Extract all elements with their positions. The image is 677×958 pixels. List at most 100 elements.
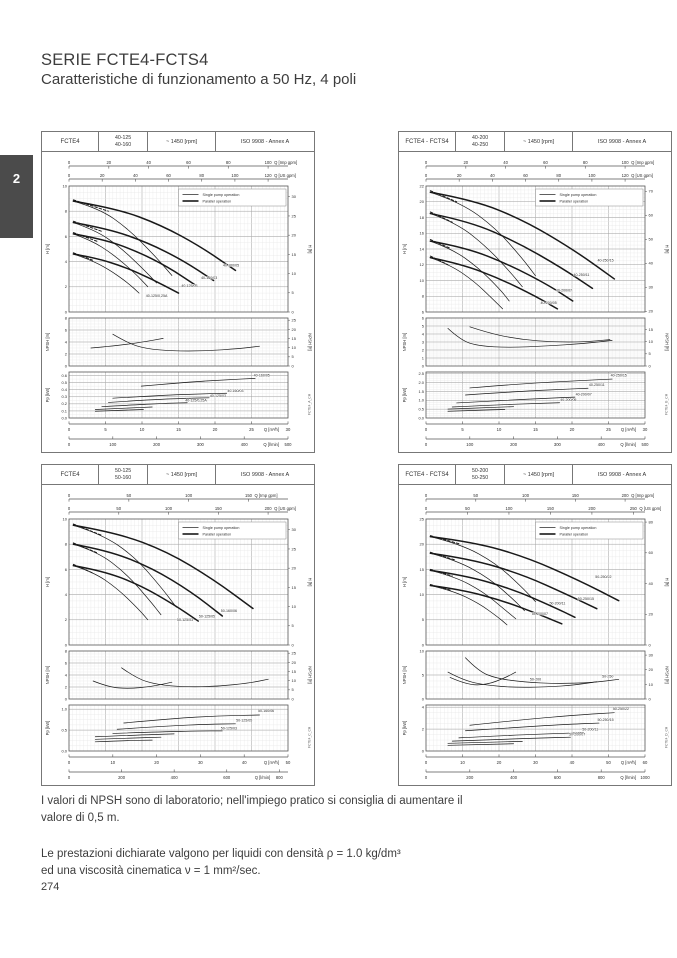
svg-text:20: 20	[649, 309, 654, 314]
panel-body: 0 20 40 60 80 100 Q [Imp gpm] 0 20 40 60 80 100 120 Q …	[398, 152, 672, 453]
svg-text:50-250/15: 50-250/15	[578, 597, 594, 601]
svg-text:15: 15	[292, 336, 297, 341]
svg-text:10: 10	[292, 678, 297, 683]
svg-text:10: 10	[649, 339, 654, 344]
panel-header: FCTE4 - FCTS4 40-200 40-250 ~ 1450 [rpm]…	[398, 131, 672, 152]
svg-text:Q [Imp gpm]: Q [Imp gpm]	[274, 160, 297, 165]
svg-text:80: 80	[649, 519, 654, 524]
panel-body: 0 20 40 60 80 100 Q [Imp gpm] 0 20 40 60 80 100 120 Q …	[41, 152, 315, 453]
svg-text:8: 8	[65, 648, 68, 653]
svg-text:4: 4	[65, 592, 68, 597]
svg-text:20: 20	[292, 566, 297, 571]
section-tab: 2	[0, 155, 33, 238]
svg-text:Q [Imp gpm]: Q [Imp gpm]	[631, 493, 654, 498]
svg-text:50-125/03: 50-125/03	[177, 618, 193, 622]
svg-text:NPSH [m]: NPSH [m]	[45, 333, 50, 352]
svg-text:40-200/07: 40-200/07	[576, 392, 592, 396]
svg-text:150: 150	[215, 506, 223, 511]
svg-text:0.4: 0.4	[61, 387, 67, 392]
svg-text:0: 0	[65, 696, 68, 701]
svg-text:5: 5	[292, 290, 295, 295]
svg-text:6: 6	[65, 234, 68, 239]
svg-text:80: 80	[226, 160, 231, 165]
svg-text:H [m]: H [m]	[45, 244, 50, 254]
svg-text:50: 50	[127, 493, 132, 498]
svg-text:8: 8	[65, 315, 68, 320]
svg-text:10: 10	[63, 183, 68, 188]
svg-text:0: 0	[68, 506, 71, 511]
svg-text:FCTE4_B_CH: FCTE4_B_CH	[665, 393, 669, 415]
svg-text:100: 100	[165, 506, 173, 511]
svg-text:40: 40	[146, 160, 151, 165]
svg-text:H [ft]: H [ft]	[665, 245, 670, 254]
svg-text:100: 100	[185, 493, 193, 498]
svg-text:25: 25	[292, 546, 297, 551]
svg-text:40-160/05: 40-160/05	[223, 264, 239, 268]
svg-text:25: 25	[606, 427, 611, 432]
svg-text:0.2: 0.2	[61, 401, 67, 406]
svg-text:120: 120	[265, 173, 273, 178]
page-title: SERIE FCTE4-FCTS4	[41, 51, 209, 69]
svg-text:100: 100	[109, 442, 117, 447]
performance-chart-svg: 0 20 40 60 80 100 Q [Imp gpm]0 20 40 60 80 100 120 Q …	[402, 160, 670, 447]
svg-text:200: 200	[622, 493, 630, 498]
svg-text:8: 8	[422, 294, 425, 299]
svg-text:4: 4	[65, 339, 68, 344]
svg-text:100: 100	[588, 173, 596, 178]
svg-text:1.0: 1.0	[418, 398, 424, 403]
svg-text:30: 30	[286, 427, 291, 432]
svg-text:2: 2	[65, 617, 68, 622]
panel-header-series: FCTE4 - FCTS4	[399, 465, 457, 484]
svg-text:Parallel operation: Parallel operation	[203, 533, 232, 537]
svg-text:NPSH [ft]: NPSH [ft]	[665, 333, 670, 350]
svg-text:15: 15	[649, 327, 654, 332]
size-top: 40-125	[115, 135, 132, 142]
svg-text:15: 15	[292, 585, 297, 590]
svg-text:10: 10	[420, 592, 425, 597]
svg-text:H [ft]: H [ft]	[665, 578, 670, 587]
svg-text:20: 20	[213, 427, 218, 432]
svg-text:10: 10	[420, 648, 425, 653]
svg-text:6: 6	[65, 660, 68, 665]
svg-text:5: 5	[461, 427, 464, 432]
svg-text:4: 4	[422, 331, 425, 336]
svg-text:H [m]: H [m]	[402, 577, 407, 587]
panel-header: FCTE4 - FCTS4 50-200 50-250 ~ 1450 [rpm]…	[398, 464, 672, 485]
svg-text:40: 40	[649, 581, 654, 586]
svg-text:0: 0	[425, 506, 428, 511]
svg-text:0: 0	[65, 309, 68, 314]
svg-text:50-160/06: 50-160/06	[258, 709, 274, 713]
svg-text:30: 30	[292, 527, 297, 532]
svg-text:400: 400	[598, 442, 606, 447]
svg-text:20: 20	[292, 327, 297, 332]
svg-text:20: 20	[457, 173, 462, 178]
svg-text:Single pump operation: Single pump operation	[203, 526, 240, 530]
svg-text:40-250/15: 40-250/15	[611, 373, 627, 377]
svg-text:200: 200	[153, 442, 161, 447]
svg-text:10: 10	[292, 345, 297, 350]
svg-text:250: 250	[630, 506, 638, 511]
svg-text:120: 120	[622, 173, 630, 178]
svg-text:20: 20	[649, 667, 654, 672]
svg-text:25: 25	[292, 318, 297, 323]
svg-text:H [ft]: H [ft]	[308, 578, 313, 587]
svg-text:600: 600	[554, 775, 562, 780]
svg-text:60: 60	[543, 160, 548, 165]
panel-body: 0 50 100 150 Q [Imp gpm] 0 50 100 150 200 Q [US gp…	[41, 485, 315, 786]
svg-text:20: 20	[292, 233, 297, 238]
svg-text:40-250/11: 40-250/11	[574, 273, 590, 277]
svg-text:15: 15	[292, 669, 297, 674]
size-bottom: 40-250	[472, 141, 489, 148]
svg-text:40-125/0,25A: 40-125/0,25A	[185, 399, 207, 403]
svg-text:15: 15	[420, 567, 425, 572]
svg-text:0.0: 0.0	[418, 415, 424, 420]
svg-text:50: 50	[473, 493, 478, 498]
svg-text:0: 0	[292, 363, 295, 368]
svg-text:800: 800	[598, 775, 606, 780]
svg-text:3: 3	[422, 339, 425, 344]
svg-text:40: 40	[242, 760, 247, 765]
chart-panel-fcte4-40-125-160: FCTE4 40-125 40-160 ~ 1450 [rpm] ISO 990…	[41, 131, 315, 453]
svg-text:30: 30	[649, 652, 654, 657]
svg-text:H [m]: H [m]	[45, 577, 50, 587]
svg-text:NPSH [m]: NPSH [m]	[402, 333, 407, 352]
